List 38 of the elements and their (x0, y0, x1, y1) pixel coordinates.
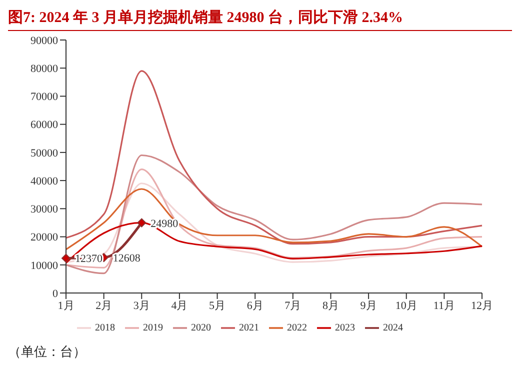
x-tick-label: 5月 (209, 300, 226, 312)
point (62, 254, 70, 263)
legend-label: 2019 (143, 322, 163, 334)
y-tick-label: 10000 (30, 260, 58, 272)
x-tick-label: 9月 (360, 300, 377, 312)
y-tick-label: 90000 (30, 34, 58, 47)
text: （单位：台） (8, 344, 86, 359)
y-tick-label: 30000 (30, 204, 58, 216)
legend-label: 2021 (239, 322, 259, 334)
x-tick-label: 3月 (133, 300, 150, 312)
x-tick-label: 10月 (395, 300, 418, 312)
y-tick-label: 40000 (30, 175, 58, 188)
x-tick-label: 2月 (96, 300, 112, 312)
y-tick-label: 70000 (30, 91, 58, 104)
line-series (65, 70, 483, 245)
x-tick-label: 8月 (322, 300, 339, 312)
x-tick-label: 12月 (471, 300, 493, 312)
legend-label: 2024 (383, 322, 403, 334)
legend-label: 2022 (287, 322, 307, 334)
x-tick-label: 7月 (284, 300, 302, 312)
y-tick-label: 20000 (30, 232, 58, 244)
line-series (65, 168, 483, 268)
y-tick-label: 80000 (30, 63, 58, 76)
line-series (65, 188, 483, 250)
point (137, 218, 146, 228)
x-tick-label: 6月 (246, 300, 264, 312)
line-series (65, 154, 483, 274)
y-tick-label: 0 (52, 288, 58, 300)
x-tick-label: 1月 (58, 300, 74, 312)
y-tick-label: 60000 (30, 119, 58, 132)
legend-label: 2018 (95, 322, 115, 334)
legend-label: 2023 (335, 322, 355, 334)
x-tick-label: 11月 (433, 300, 455, 312)
x-tick-label: 4月 (171, 300, 188, 312)
chart-title: 图7: 2024 年 3 月单月挖掘机销量 24980 台，同比下滑 2.34% (8, 8, 512, 31)
y-tick-label: 50000 (30, 147, 58, 160)
data-label: 12608 (112, 252, 141, 265)
legend-label: 2020 (191, 322, 211, 334)
